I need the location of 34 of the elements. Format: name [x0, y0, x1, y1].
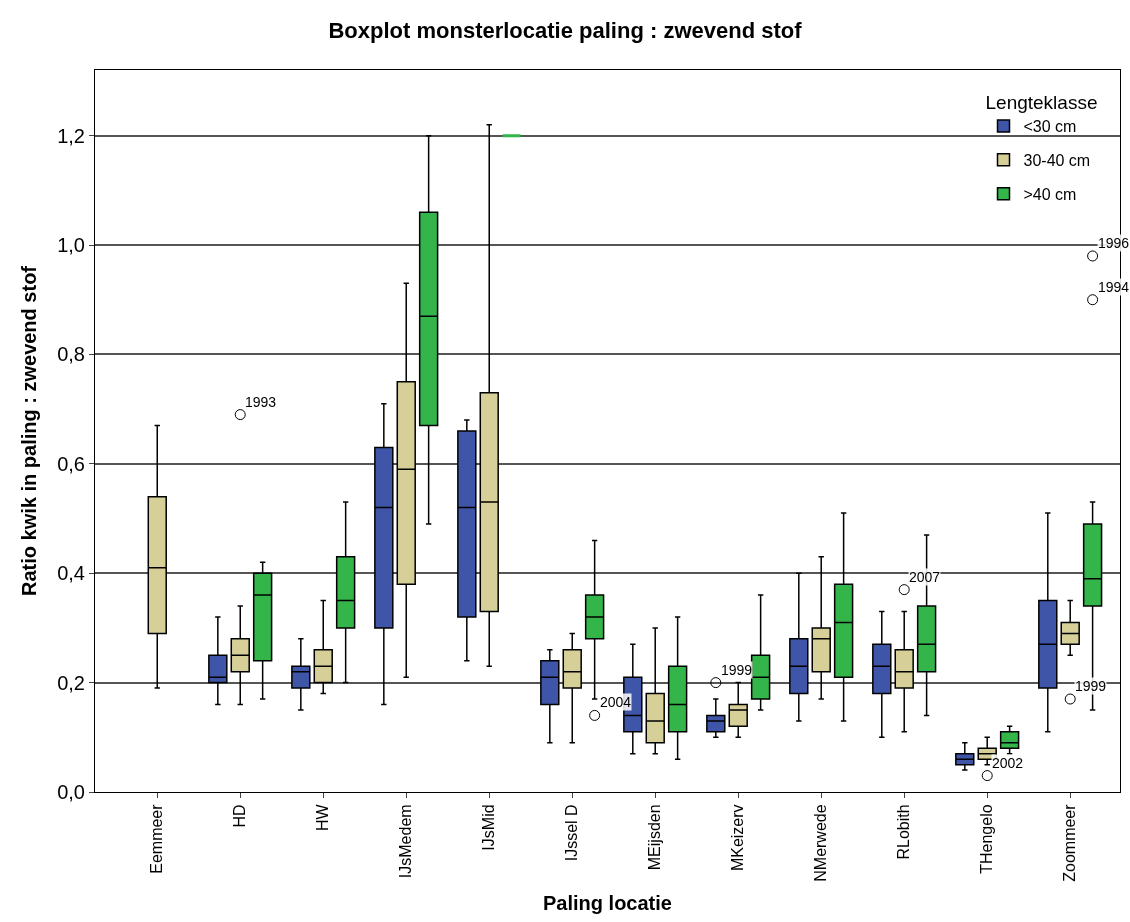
- annotation: 2002: [992, 755, 1024, 771]
- y-tick-label: 0,6: [57, 452, 85, 475]
- x-tick-label: IJssel D: [563, 804, 581, 862]
- x-tick-label: THengelo: [978, 804, 996, 874]
- legend-title: Lengteklasse: [985, 92, 1098, 114]
- y-tick-label: 0,0: [57, 781, 85, 803]
- y-axis-title: Ratio kwik in paling : zwevend stof: [17, 265, 40, 597]
- annotation: 1999: [1075, 678, 1107, 694]
- annotation: 1994: [1098, 279, 1130, 295]
- y-tick-label: 0,4: [57, 562, 85, 585]
- x-tick-label: MEijsden: [646, 804, 664, 871]
- x-tick-label: Eemmeer: [148, 803, 166, 874]
- x-tick-label: RLobith: [895, 804, 913, 860]
- y-tick-label: 0,2: [57, 671, 85, 694]
- y-tick-label: 1,2: [57, 124, 85, 147]
- annotation: 1993: [245, 394, 277, 410]
- annotation: 2007: [909, 569, 941, 585]
- x-tick-label: IJsMedem: [397, 804, 415, 879]
- annotation: 2004: [600, 694, 632, 710]
- x-tick-label: IJsMid: [480, 804, 498, 851]
- x-tick-label: NMerwede: [812, 804, 830, 882]
- annotation: 1999: [721, 662, 753, 678]
- chart-title: Boxplot monsterlocatie paling : zwevend stof: [328, 18, 803, 44]
- y-tick-label: 1,0: [57, 234, 85, 257]
- x-tick-label: MKeizerv: [729, 804, 747, 872]
- x-axis-title: Paling locatie: [543, 892, 672, 915]
- annotation: 1996: [1098, 235, 1130, 251]
- legend-label: 30-40 cm: [1023, 152, 1091, 170]
- y-tick-label: 0,8: [57, 343, 85, 366]
- x-tick-label: Zoommeer: [1061, 803, 1079, 882]
- legend-label: <30 cm: [1023, 118, 1077, 136]
- x-tick-label: HW: [314, 803, 332, 832]
- x-tick-label: HD: [231, 804, 249, 828]
- legend-label: >40 cm: [1023, 185, 1077, 203]
